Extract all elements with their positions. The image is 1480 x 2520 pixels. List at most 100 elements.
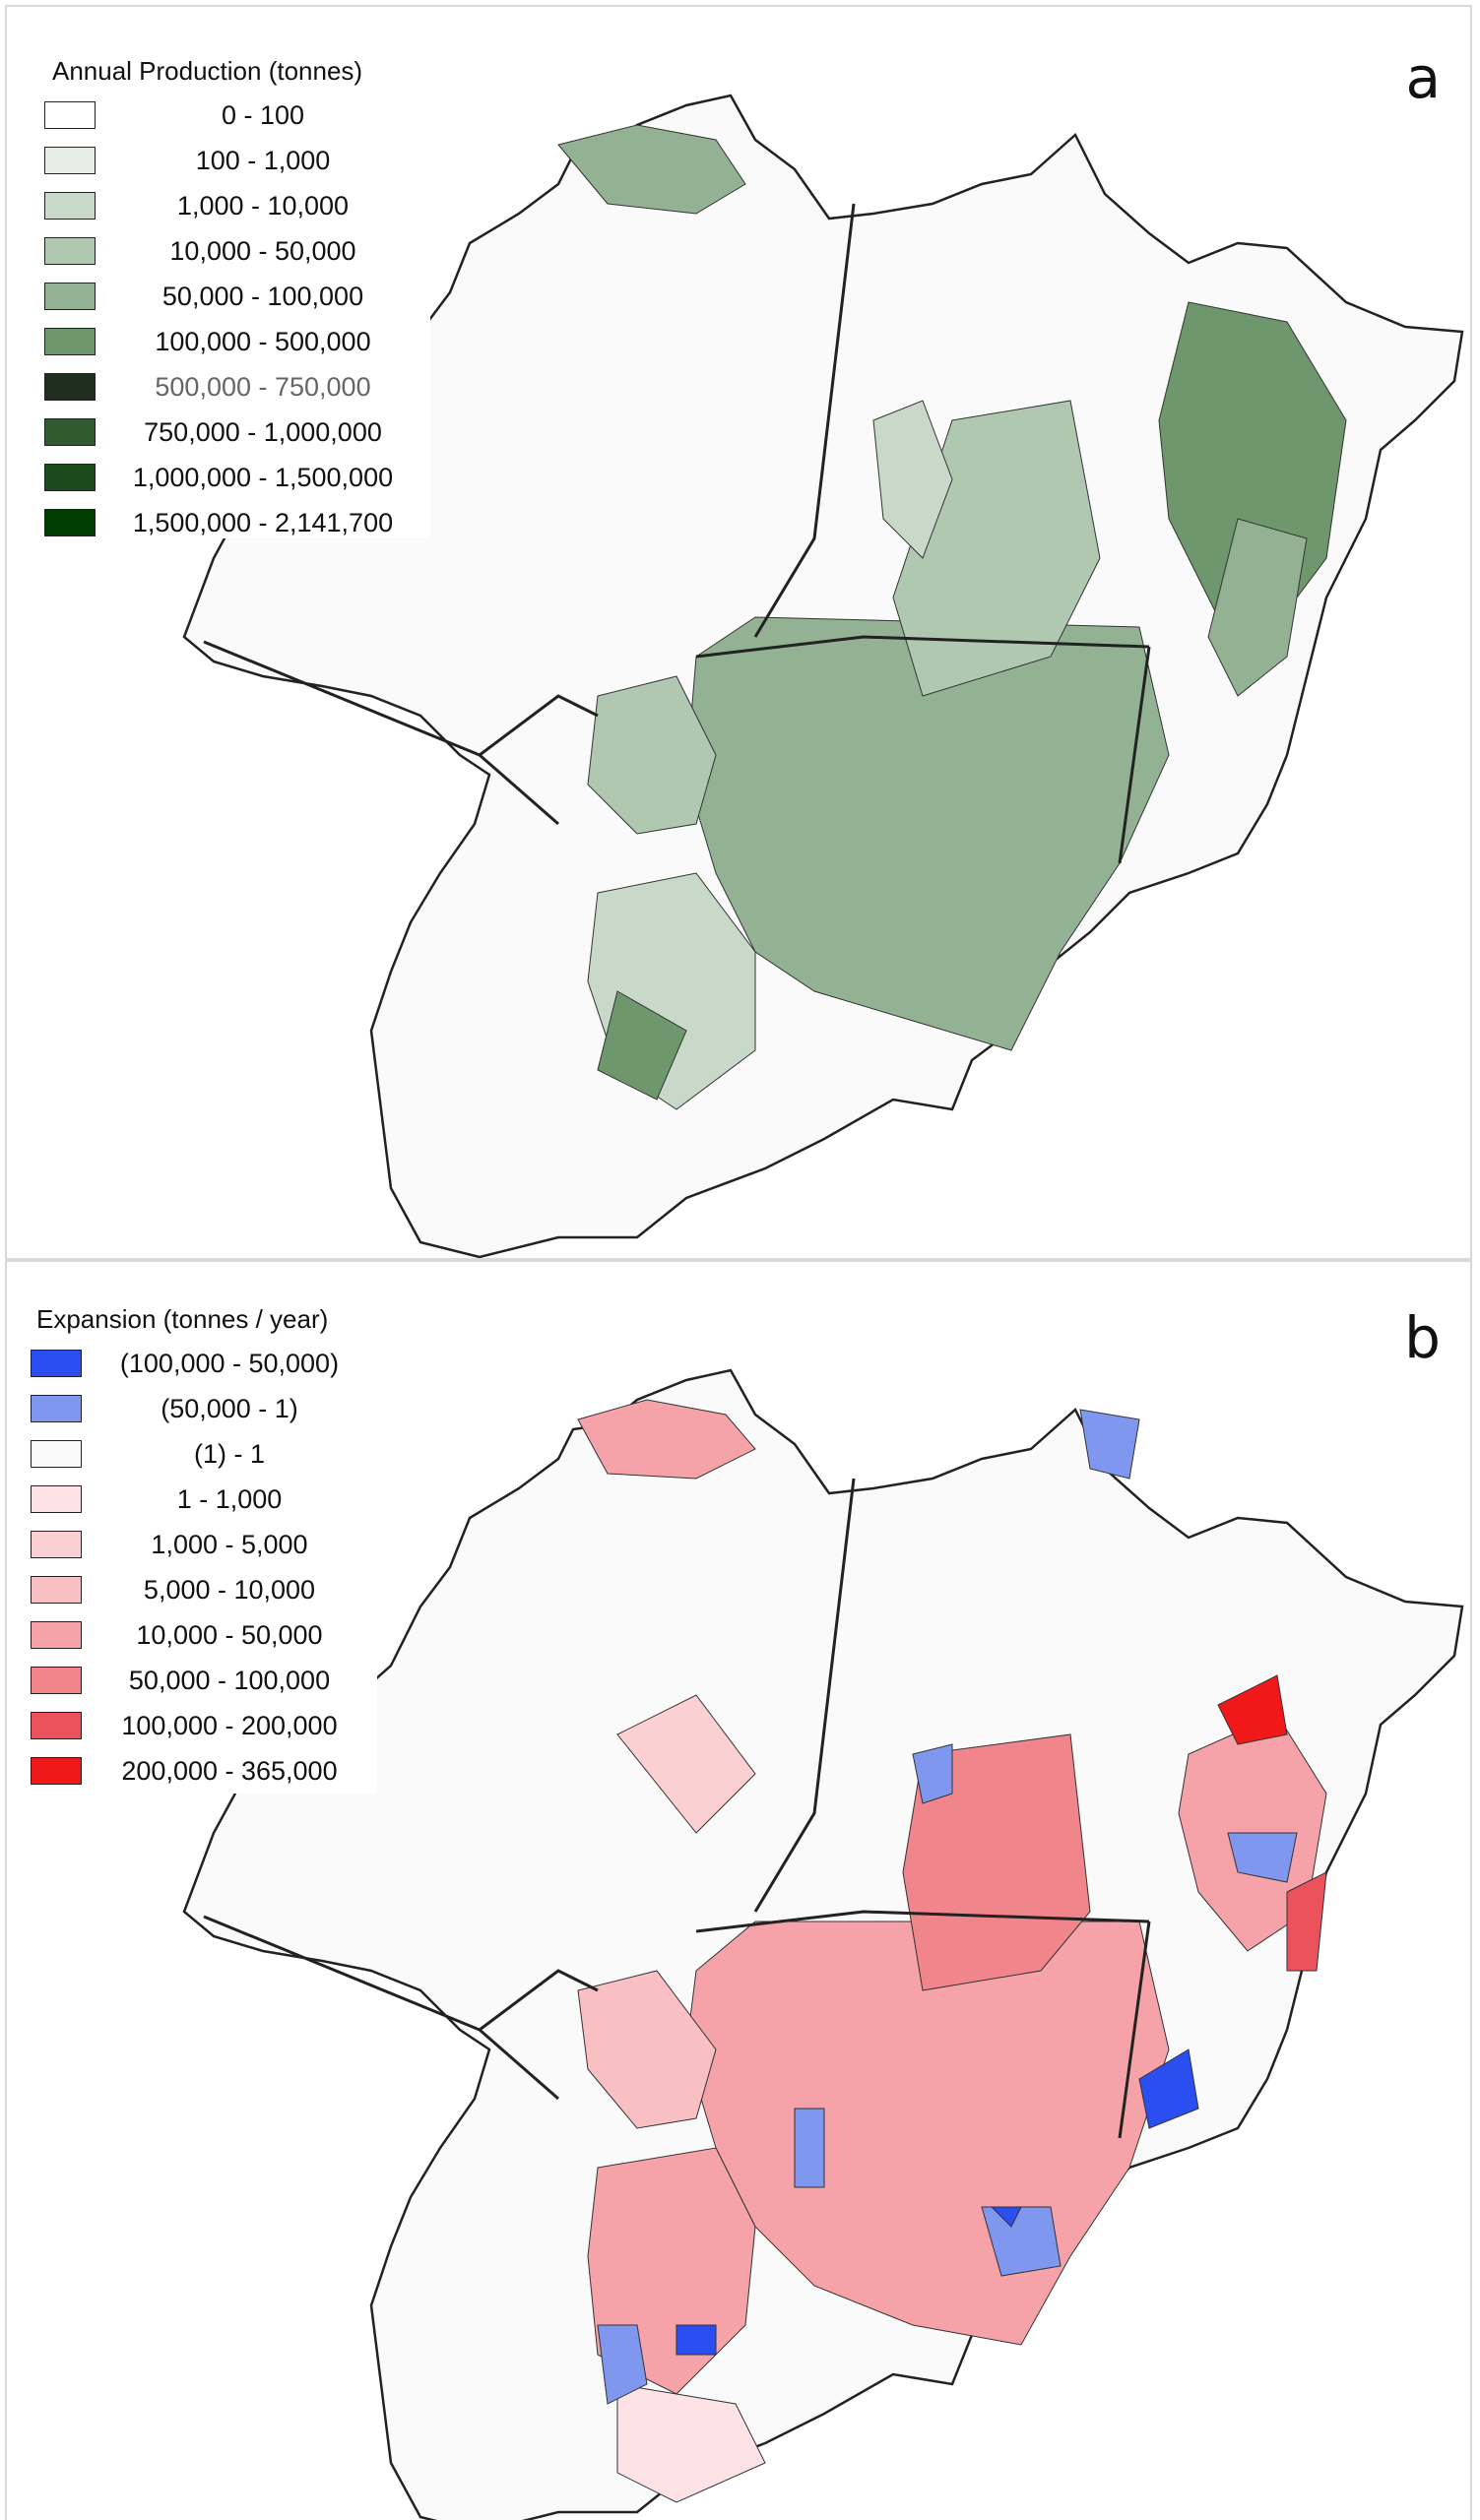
map-region — [902, 1733, 1091, 1991]
state-border — [479, 1969, 599, 2032]
map-region — [794, 2108, 825, 2188]
legend-a-item: 1,500,000 - 2,141,700 — [34, 500, 430, 545]
state-border — [695, 1910, 1150, 1933]
map-region — [587, 675, 717, 835]
legend-b-item: 1 - 1,000 — [23, 1477, 377, 1522]
legend-swatch — [31, 1667, 82, 1694]
map-region — [1079, 1409, 1140, 1480]
legend-label: 100 - 1,000 — [195, 145, 331, 175]
legend-swatch — [31, 1576, 82, 1604]
state-border — [1118, 646, 1151, 864]
legend-b: Expansion (tonnes / year) (100,000 - 50,… — [23, 1296, 377, 1794]
legend-a-item: 1,000,000 - 1,500,000 — [34, 455, 430, 500]
map-region — [616, 2383, 766, 2503]
legend-swatch — [44, 192, 96, 220]
map-region — [676, 2324, 717, 2356]
legend-swatch — [31, 1395, 82, 1422]
state-border — [695, 635, 1150, 659]
legend-a-rows: 0 - 100 100 - 1,000 1,000 - 10,000 10,000 -… — [34, 93, 430, 545]
legend-swatch — [31, 1440, 82, 1468]
map-region — [981, 2206, 1062, 2277]
map-region — [1286, 1871, 1327, 1972]
legend-label: 500,000 - 750,000 — [155, 371, 371, 402]
legend-a-item: 100 - 1,000 — [34, 138, 430, 183]
legend-label: 50,000 - 100,000 — [161, 281, 364, 311]
map-region — [1207, 518, 1308, 697]
legend-label: 5,000 - 10,000 — [143, 1574, 316, 1605]
legend-a-item: 50,000 - 100,000 — [34, 274, 430, 319]
legend-label: 1,500,000 - 2,141,700 — [132, 507, 394, 537]
map-region — [557, 124, 746, 215]
map-region — [597, 990, 687, 1101]
map-a-regions — [182, 94, 1464, 1258]
state-border — [1118, 1921, 1151, 2139]
legend-label: 0 - 100 — [221, 99, 305, 130]
panel-letter-a: a — [1405, 44, 1441, 111]
map-region — [1217, 1674, 1288, 1745]
map-b-regions — [182, 1368, 1464, 2520]
legend-swatch — [31, 1485, 82, 1513]
legend-a-item: 10,000 - 50,000 — [34, 228, 430, 274]
legend-a-title: Annual Production (tonnes) — [52, 56, 363, 86]
legend-swatch — [44, 373, 96, 401]
legend-label: 100,000 - 200,000 — [121, 1710, 338, 1740]
choropleth-map-a — [182, 94, 1464, 1258]
panel-a-annual-production-map: a Annual Production (tonnes) 0 - 100 100 … — [5, 5, 1472, 1260]
legend-label: (50,000 - 1) — [161, 1393, 298, 1423]
legend-swatch — [44, 283, 96, 310]
legend-label: 1,000,000 - 1,500,000 — [132, 462, 394, 492]
legend-swatch — [44, 464, 96, 491]
legend-label: 1 - 1,000 — [176, 1483, 283, 1514]
panel-b-expansion-map: b Expansion (tonnes / year) (100,000 - 5… — [5, 1260, 1472, 2520]
legend-a-item: 0 - 100 — [34, 93, 430, 138]
map-region — [1227, 1832, 1298, 1883]
legend-a-item: 100,000 - 500,000 — [34, 319, 430, 364]
legend-label: 750,000 - 1,000,000 — [144, 416, 382, 447]
legend-label: (1) - 1 — [193, 1438, 265, 1469]
legend-b-item: (50,000 - 1) — [23, 1386, 377, 1431]
legend-label: 50,000 - 100,000 — [128, 1665, 331, 1695]
map-region — [685, 616, 1170, 1051]
legend-b-item: 200,000 - 365,000 — [23, 1748, 377, 1794]
legend-b-item: (1) - 1 — [23, 1431, 377, 1477]
legend-label: 10,000 - 50,000 — [136, 1619, 323, 1650]
legend-b-item: 1,000 - 5,000 — [23, 1522, 377, 1567]
legend-b-item: 10,000 - 50,000 — [23, 1612, 377, 1658]
map-region — [872, 400, 953, 559]
legend-label: 1,000 - 10,000 — [176, 190, 350, 220]
legend-b-item: (100,000 - 50,000) — [23, 1341, 377, 1386]
legend-swatch — [31, 1621, 82, 1649]
state-border — [753, 1478, 856, 1913]
legend-b-item: 5,000 - 10,000 — [23, 1567, 377, 1612]
legend-swatch — [44, 147, 96, 174]
map-region — [912, 1743, 953, 1804]
legend-swatch — [44, 328, 96, 355]
legend-swatch — [31, 1531, 82, 1558]
legend-swatch — [44, 418, 96, 446]
choropleth-map-b — [182, 1368, 1464, 2520]
legend-a-item: 750,000 - 1,000,000 — [34, 410, 430, 455]
legend-label: 10,000 - 50,000 — [169, 235, 356, 266]
legend-a: Annual Production (tonnes) 0 - 100 100 - … — [34, 48, 430, 538]
legend-a-item: 500,000 - 750,000 — [34, 364, 430, 410]
state-border — [753, 203, 856, 638]
legend-label: 200,000 - 365,000 — [121, 1755, 338, 1786]
map-region — [990, 2206, 1022, 2228]
map-region — [577, 1399, 756, 1480]
state-border — [479, 694, 599, 757]
map-region — [577, 1970, 717, 2129]
legend-swatch — [31, 1712, 82, 1739]
legend-swatch — [44, 101, 96, 129]
legend-b-rows: (100,000 - 50,000) (50,000 - 1) (1) - 1 1 -… — [23, 1341, 377, 1794]
legend-swatch — [44, 237, 96, 265]
legend-swatch — [31, 1757, 82, 1785]
map-region — [1138, 2048, 1199, 2129]
legend-b-item: 50,000 - 100,000 — [23, 1658, 377, 1703]
legend-label: 1,000 - 5,000 — [151, 1529, 308, 1559]
panel-letter-b: b — [1404, 1304, 1441, 1371]
legend-swatch — [44, 509, 96, 536]
map-region — [597, 2324, 648, 2405]
legend-label: 100,000 - 500,000 — [155, 326, 371, 356]
legend-a-item: 1,000 - 10,000 — [34, 183, 430, 228]
legend-label: (100,000 - 50,000) — [119, 1348, 340, 1378]
